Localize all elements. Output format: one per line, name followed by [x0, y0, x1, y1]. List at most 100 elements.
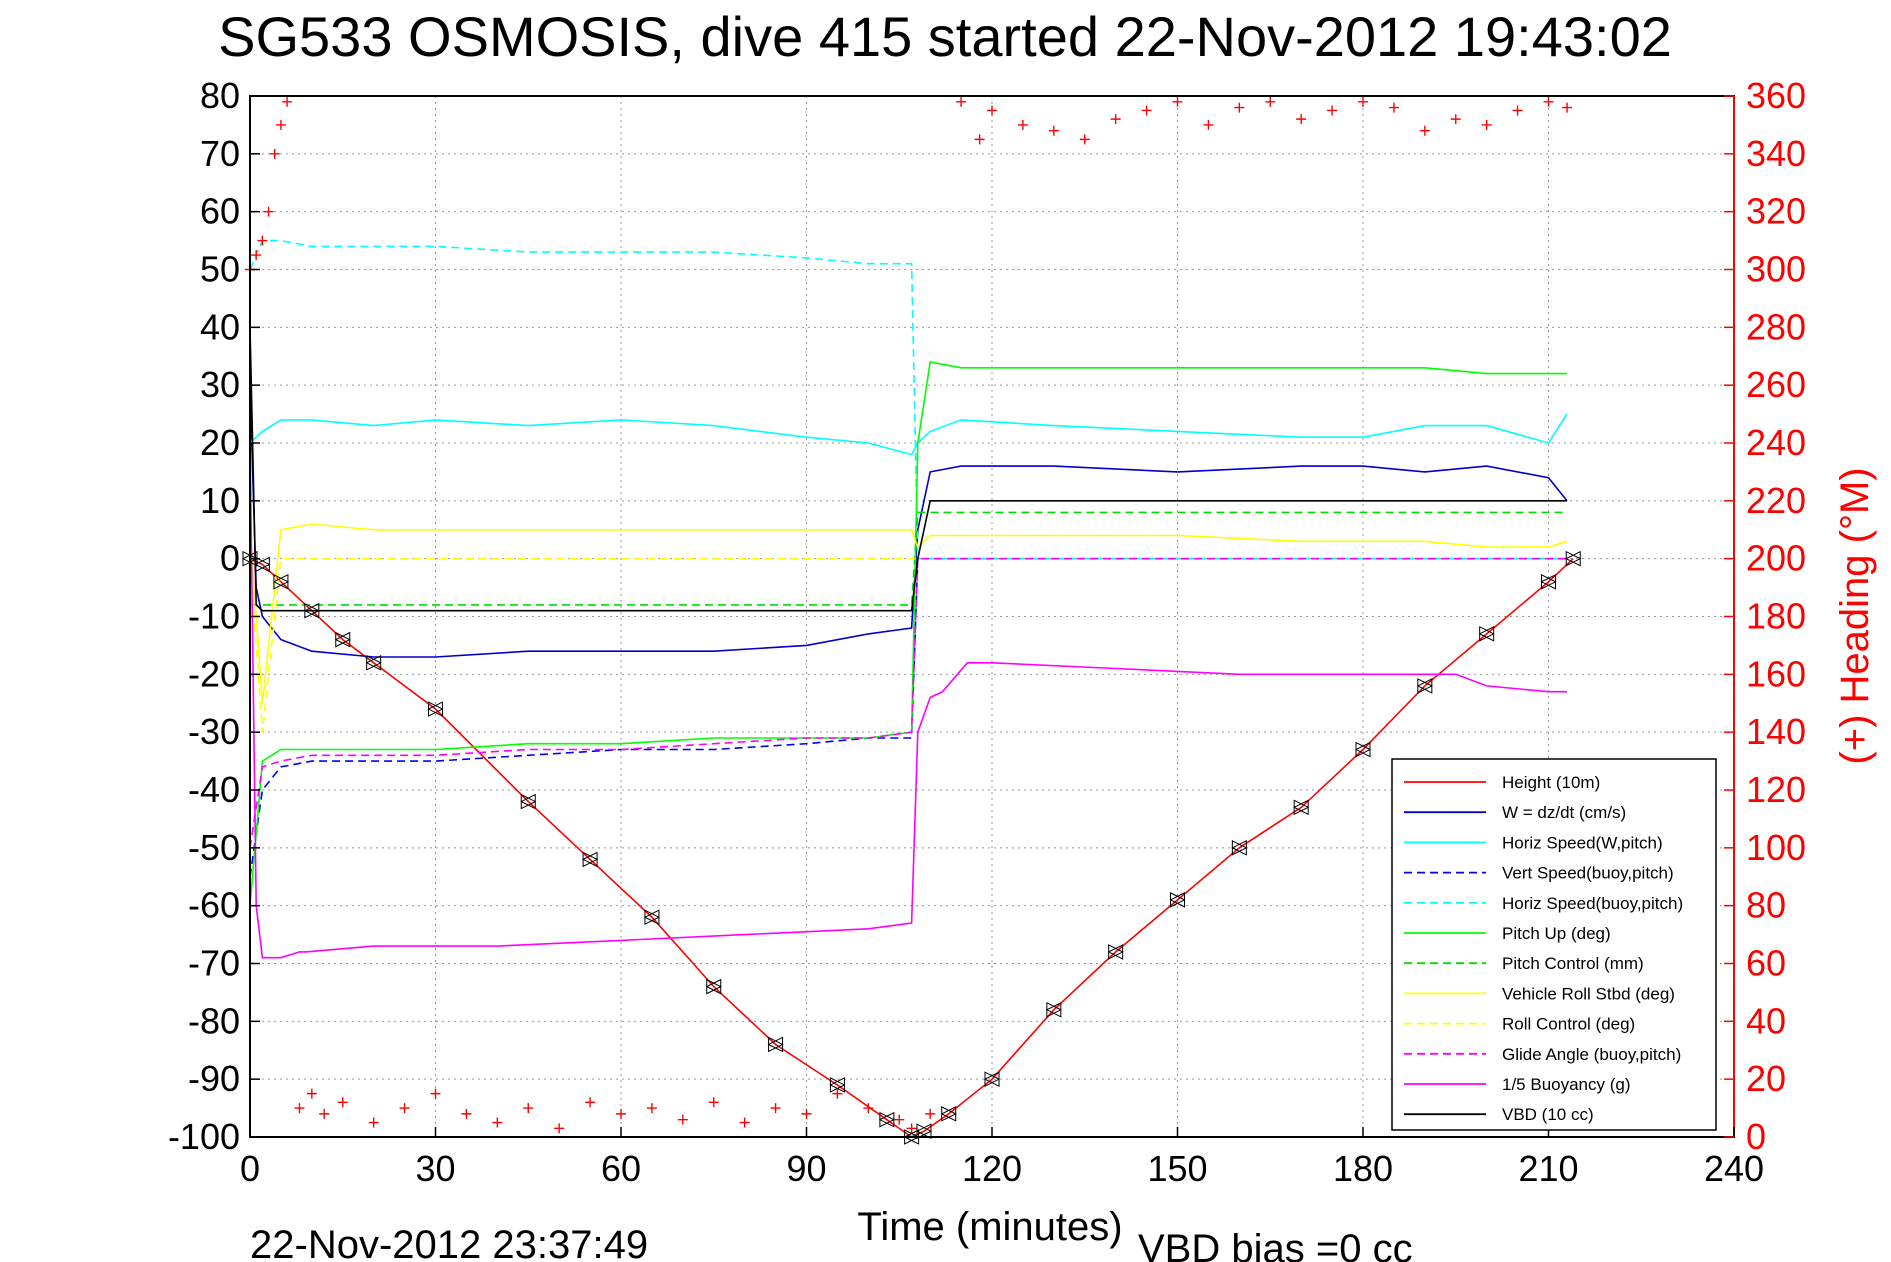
x-tick-label: 30	[415, 1148, 455, 1189]
heading-point	[906, 1123, 917, 1134]
legend-label-0: Height (10m)	[1502, 773, 1600, 792]
heading-point	[801, 1108, 812, 1119]
depth-marker	[1107, 944, 1124, 960]
depth-marker	[254, 556, 271, 573]
y-tick-label: 60	[200, 191, 240, 232]
heading-point	[770, 1103, 781, 1114]
heading-point	[987, 105, 997, 116]
y-tick-label: 20	[200, 422, 240, 463]
heading-point	[1172, 96, 1183, 107]
y-right-tick-label: 280	[1746, 306, 1806, 347]
heading-point	[616, 1108, 626, 1119]
depth-marker	[1416, 678, 1433, 694]
heading-point	[492, 1117, 503, 1128]
heading-point	[263, 206, 274, 217]
heading-point	[832, 1088, 843, 1099]
y-right-tick-label: 100	[1746, 827, 1806, 868]
heading-point	[554, 1123, 565, 1134]
y-right-tick-label: 320	[1746, 191, 1806, 232]
y-tick-label: -40	[188, 769, 240, 810]
heading-point	[1419, 125, 1430, 136]
y-right-tick-label: 340	[1746, 133, 1806, 174]
heading-point	[739, 1117, 750, 1128]
series-line-8	[249, 557, 1567, 733]
depth-marker	[303, 602, 320, 619]
depth-marker	[1231, 840, 1248, 856]
y-ticks: 80 70 60 50 40 30 20 10 0 -10 -20 -30 -40 -50 -60 -70 -8…	[168, 75, 260, 1157]
heading-point	[1234, 102, 1245, 113]
heading-point	[294, 1103, 305, 1114]
x-tick-label: 120	[962, 1148, 1022, 1189]
heading-point	[1017, 119, 1028, 130]
legend-label-8: Roll Control (deg)	[1502, 1015, 1635, 1034]
y-tick-label: -100	[168, 1116, 240, 1157]
x-ticks: 0 30 60 90 120 150 180 210 240	[240, 1127, 1764, 1189]
heading-markers	[245, 96, 1573, 1134]
depth-marker	[272, 573, 290, 590]
heading-point	[306, 1088, 317, 1099]
heading-point	[282, 96, 293, 107]
heading-point	[1562, 102, 1573, 113]
footer-timestamp: 22-Nov-2012 23:37:49	[250, 1223, 648, 1262]
heading-point	[956, 96, 967, 107]
series-line-9	[249, 557, 1567, 848]
y-tick-label: 80	[200, 75, 240, 116]
legend-label-7: Vehicle Roll Stbd (deg)	[1502, 984, 1675, 1003]
legend-box	[1391, 758, 1717, 1131]
depth-marker	[1540, 573, 1557, 590]
heading-point	[1079, 134, 1090, 145]
y-tick-label: -50	[188, 827, 240, 868]
series-line-4	[249, 239, 1567, 560]
x-tick-label: 210	[1518, 1148, 1578, 1189]
depth-marker	[520, 793, 537, 810]
depth-marker	[1565, 550, 1582, 567]
heading-point	[430, 1088, 441, 1099]
legend-label-6: Pitch Control (mm)	[1502, 954, 1644, 973]
depth-marker	[940, 1106, 957, 1122]
depth-marker	[1169, 892, 1186, 908]
y-right-tick-label: 60	[1746, 943, 1786, 984]
depth-marker	[643, 909, 661, 926]
heading-point	[368, 1117, 379, 1128]
y-right-tick-label: 0	[1746, 1116, 1766, 1157]
y-tick-label: -70	[188, 943, 240, 984]
depth-marker	[1478, 626, 1495, 642]
series-line-1	[249, 385, 1568, 658]
y-tick-label: -90	[188, 1058, 240, 1099]
heading-point	[257, 235, 268, 246]
legend-label-1: W = dz/dt (cm/s)	[1502, 803, 1626, 822]
y-right-tick-label: 20	[1746, 1058, 1786, 1099]
legend-label-5: Pitch Up (deg)	[1502, 924, 1611, 943]
x-tick-label: 180	[1333, 1148, 1393, 1189]
legend-label-3: Vert Speed(buoy,pitch)	[1502, 864, 1674, 883]
heading-point	[894, 1114, 905, 1125]
y-tick-label: 0	[220, 538, 240, 579]
depth-marker	[915, 1123, 933, 1140]
x-tick-label: 150	[1147, 1148, 1207, 1189]
depth-marker	[365, 654, 382, 671]
depth-marker	[1354, 741, 1372, 758]
y-tick-label: 10	[200, 480, 240, 521]
series-line-3	[249, 557, 1567, 877]
y-tick-label: -60	[188, 885, 240, 926]
heading-point	[319, 1108, 330, 1119]
y-right-tick-label: 140	[1746, 711, 1806, 752]
legend-label-9: Glide Angle (buoy,pitch)	[1502, 1045, 1681, 1064]
y-right-tick-label: 300	[1746, 249, 1806, 290]
depth-marker	[829, 1077, 846, 1093]
heading-point	[337, 1097, 348, 1108]
heading-point	[1203, 119, 1214, 130]
heading-point	[1110, 114, 1121, 125]
heading-point	[677, 1114, 688, 1125]
x-tick-label: 90	[786, 1148, 826, 1189]
footer-vbd-bias: VBD bias =0 cc	[1138, 1227, 1413, 1262]
chart-title: SG533 OSMOSIS, dive 415 started 22-Nov-2…	[218, 5, 1672, 68]
heading-point	[974, 134, 985, 145]
series-line-11	[249, 327, 1567, 612]
right-axis-label: (+) Heading (°M)	[1833, 467, 1877, 764]
heading-point	[523, 1103, 534, 1114]
legend-label-10: 1/5 Buoyancy (g)	[1502, 1075, 1631, 1094]
depth-marker	[427, 701, 444, 717]
heading-point	[1512, 105, 1523, 116]
